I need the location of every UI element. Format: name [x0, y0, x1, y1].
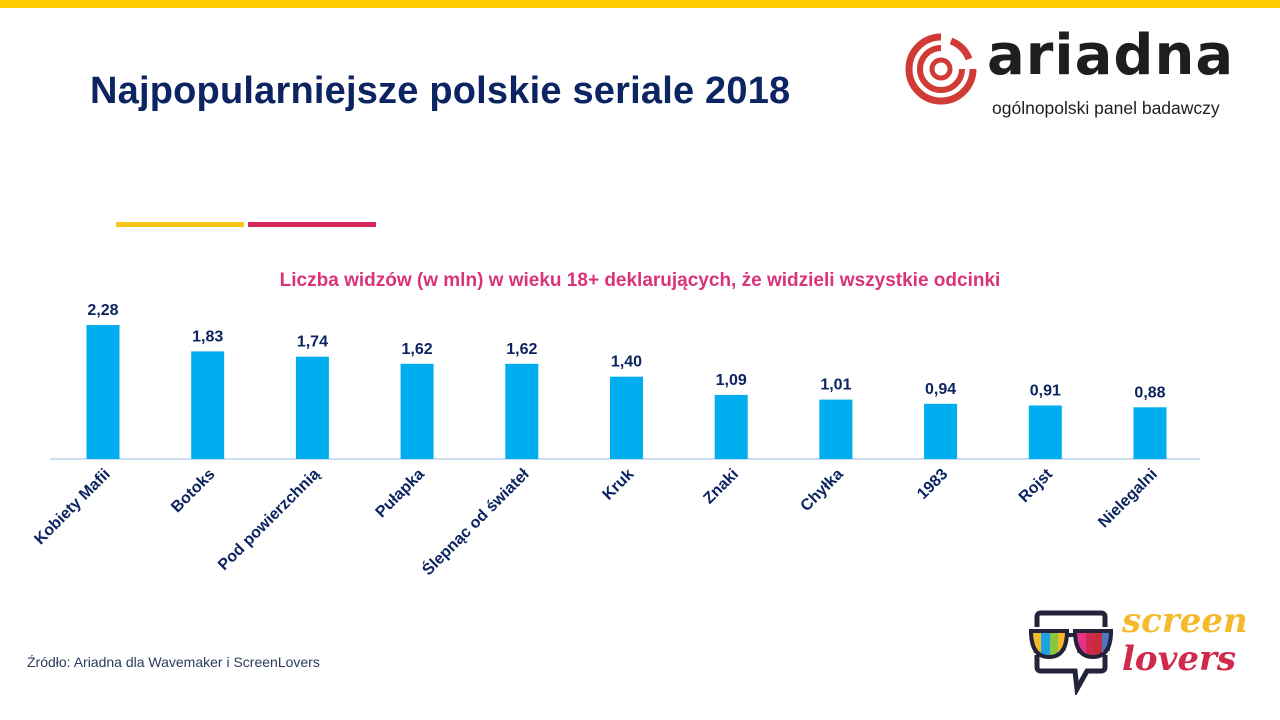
bar-3 — [295, 356, 329, 459]
bar-10 — [1028, 405, 1062, 459]
bar-11 — [1133, 407, 1167, 459]
chart-title: Liczba widzów (w mln) w wieku 18+ deklar… — [279, 270, 1001, 291]
accent-line-red — [248, 222, 376, 227]
value-label: 1,62 — [402, 341, 433, 358]
accent-line-yellow — [116, 222, 244, 227]
bar-9 — [924, 403, 958, 459]
category-label: Botoks — [168, 466, 218, 516]
category-label: Kobiety Mafii — [31, 466, 113, 548]
bar-5 — [505, 363, 539, 459]
value-label: 1,09 — [716, 372, 747, 389]
ariadna-wordmark: ariadna — [987, 23, 1235, 88]
top-accent-bar — [0, 0, 1280, 8]
category-label: Znaki — [700, 466, 742, 508]
source-note: Źródło: Ariadna dla Wavemaker i ScreenLo… — [27, 654, 320, 670]
page-title: Najpopularniejsze polskie seriale 2018 — [90, 70, 791, 112]
value-label: 1,40 — [611, 354, 642, 371]
category-label: Rojst — [1016, 465, 1057, 506]
bar-6 — [610, 376, 643, 459]
category-label: Pułapka — [373, 466, 428, 521]
screenlovers-word-lovers: lovers — [1122, 639, 1237, 679]
value-label: 2,28 — [87, 302, 118, 319]
screenlovers-logo: screen lovers — [1025, 601, 1270, 700]
value-label: 1,74 — [297, 334, 328, 351]
value-label: 0,91 — [1030, 383, 1061, 400]
value-label: 0,88 — [1134, 384, 1165, 401]
bar-8 — [819, 399, 853, 459]
bar-7 — [714, 394, 748, 459]
category-label: Ślepnąc od świateł — [418, 464, 533, 579]
value-label: 1,01 — [820, 377, 851, 394]
bar-2 — [191, 351, 225, 459]
category-label: Nielegalni — [1095, 466, 1160, 531]
ariadna-logo: ariadna ogólnopolski panel badawczy — [905, 23, 1250, 123]
ariadna-tagline: ogólnopolski panel badawczy — [992, 98, 1220, 118]
value-label: 1,62 — [506, 341, 537, 358]
category-label: 1983 — [914, 466, 951, 503]
glasses-speech-bubble-icon — [1029, 610, 1113, 695]
bar-1 — [86, 325, 120, 459]
category-label: Pod powierzchnią — [215, 466, 323, 574]
screenlovers-word-screen: screen — [1122, 601, 1248, 641]
ariadna-spiral-icon — [905, 33, 977, 105]
category-label: Chyłka — [798, 466, 847, 515]
value-label: 1,83 — [192, 328, 223, 345]
category-label: Kruk — [600, 466, 638, 504]
bar-4 — [400, 363, 434, 459]
value-label: 0,94 — [925, 381, 956, 398]
